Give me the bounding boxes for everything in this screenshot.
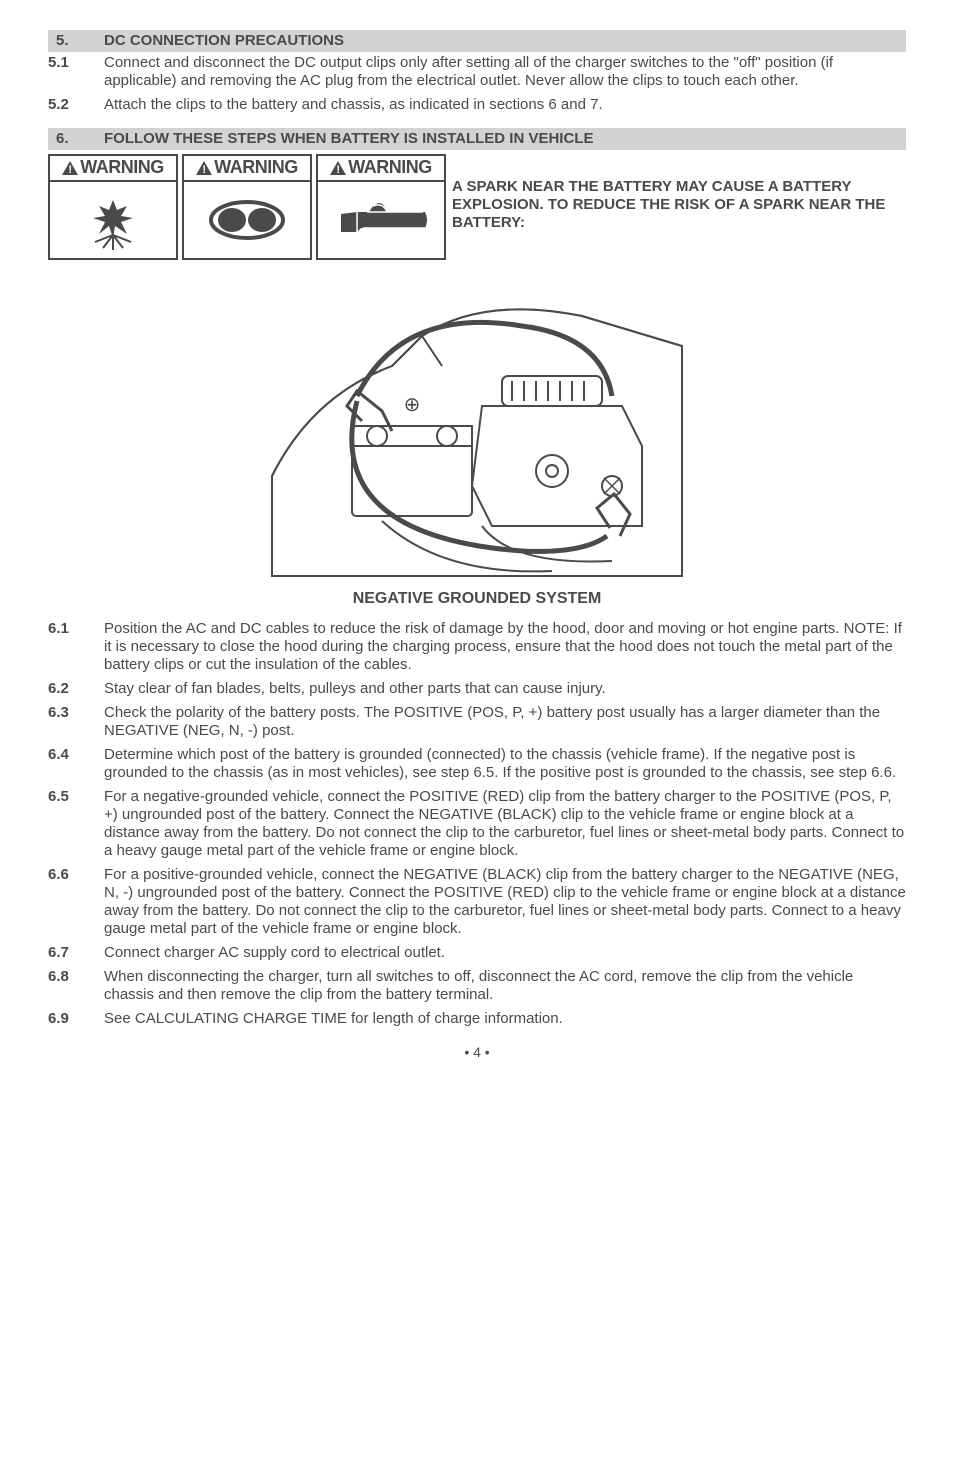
- warning-box-goggles: ! WARNING: [182, 154, 312, 260]
- item-6-5: 6.5 For a negative-grounded vehicle, con…: [48, 788, 906, 860]
- item-6-2: 6.2 Stay clear of fan blades, belts, pul…: [48, 680, 906, 698]
- warning-boxes: ! WARNING ! WARNING: [48, 154, 446, 260]
- explosion-icon: [83, 190, 143, 250]
- svg-text:!: !: [203, 164, 206, 175]
- item-6-4: 6.4 Determine which post of the battery …: [48, 746, 906, 782]
- item-body: For a positive-grounded vehicle, connect…: [104, 866, 906, 938]
- warning-text: A SPARK NEAR THE BATTERY MAY CAUSE A BAT…: [452, 154, 906, 232]
- item-number: 5.2: [48, 96, 104, 114]
- item-body: Determine which post of the battery is g…: [104, 746, 906, 782]
- item-body: See CALCULATING CHARGE TIME for length o…: [104, 1010, 906, 1028]
- item-number: 6.9: [48, 1010, 104, 1028]
- item-6-9: 6.9 See CALCULATING CHARGE TIME for leng…: [48, 1010, 906, 1028]
- item-body: Check the polarity of the battery posts.…: [104, 704, 906, 740]
- item-number: 6.2: [48, 680, 104, 698]
- warning-header: ! WARNING: [184, 156, 310, 182]
- item-number: 6.5: [48, 788, 104, 860]
- svg-text:!: !: [69, 164, 72, 175]
- item-6-1: 6.1 Position the AC and DC cables to red…: [48, 620, 906, 674]
- item-number: 6.7: [48, 944, 104, 962]
- engine-diagram: ⊕ NEGATIVE GROUNDED SYSTEM: [48, 276, 906, 608]
- item-number: 6.8: [48, 968, 104, 1004]
- goggles-icon: [207, 195, 287, 245]
- svg-text:⊕: ⊕: [404, 394, 421, 416]
- item-number: 6.4: [48, 746, 104, 782]
- item-number: 6.3: [48, 704, 104, 740]
- item-body: When disconnecting the charger, turn all…: [104, 968, 906, 1004]
- warning-row: ! WARNING ! WARNING: [48, 154, 906, 260]
- diagram-caption: NEGATIVE GROUNDED SYSTEM: [48, 589, 906, 608]
- svg-text:!: !: [337, 164, 340, 175]
- item-number: 6.6: [48, 866, 104, 938]
- glove-icon: [333, 192, 429, 248]
- warning-header: ! WARNING: [318, 156, 444, 182]
- section-5-header: 5. DC CONNECTION PRECAUTIONS: [48, 30, 906, 52]
- caution-triangle-icon: !: [62, 161, 78, 175]
- item-body: For a negative-grounded vehicle, connect…: [104, 788, 906, 860]
- warning-header: ! WARNING: [50, 156, 176, 182]
- item-6-6: 6.6 For a positive-grounded vehicle, con…: [48, 866, 906, 938]
- item-5-1: 5.1 Connect and disconnect the DC output…: [48, 54, 906, 90]
- section-6-title: FOLLOW THESE STEPS WHEN BATTERY IS INSTA…: [104, 130, 593, 148]
- item-body: Attach the clips to the battery and chas…: [104, 96, 906, 114]
- warning-box-explosion: ! WARNING: [48, 154, 178, 260]
- section-5-title: DC CONNECTION PRECAUTIONS: [104, 32, 344, 50]
- page-number: • 4 •: [48, 1044, 906, 1061]
- item-body: Connect and disconnect the DC output cli…: [104, 54, 906, 90]
- item-number: 5.1: [48, 54, 104, 90]
- section-5-number: 5.: [56, 32, 104, 50]
- warning-box-glove: ! WARNING: [316, 154, 446, 260]
- section-6-header: 6. FOLLOW THESE STEPS WHEN BATTERY IS IN…: [48, 128, 906, 150]
- item-6-3: 6.3 Check the polarity of the battery po…: [48, 704, 906, 740]
- section-6-number: 6.: [56, 130, 104, 148]
- caution-triangle-icon: !: [196, 161, 212, 175]
- item-number: 6.1: [48, 620, 104, 674]
- item-5-2: 5.2 Attach the clips to the battery and …: [48, 96, 906, 114]
- item-body: Position the AC and DC cables to reduce …: [104, 620, 906, 674]
- item-6-8: 6.8 When disconnecting the charger, turn…: [48, 968, 906, 1004]
- item-6-7: 6.7 Connect charger AC supply cord to el…: [48, 944, 906, 962]
- item-body: Connect charger AC supply cord to electr…: [104, 944, 906, 962]
- engine-illustration-icon: ⊕: [262, 276, 692, 586]
- item-body: Stay clear of fan blades, belts, pulleys…: [104, 680, 906, 698]
- caution-triangle-icon: !: [330, 161, 346, 175]
